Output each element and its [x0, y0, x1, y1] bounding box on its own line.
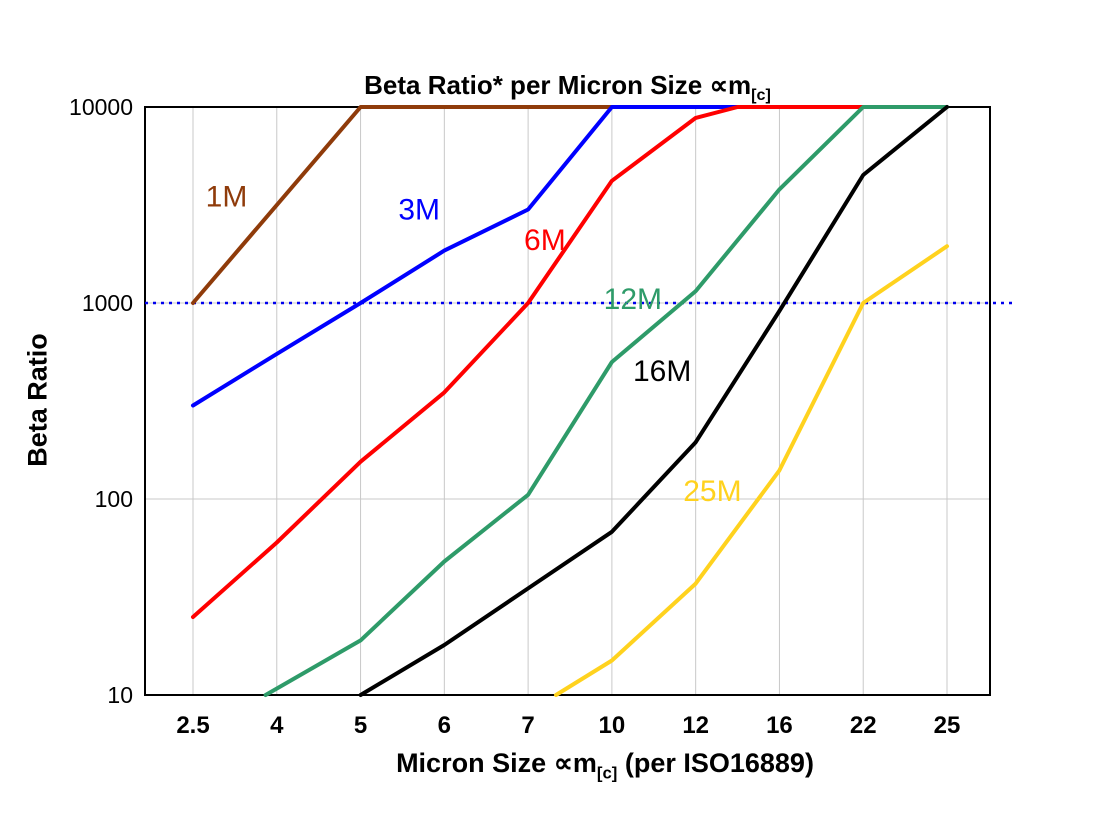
series-label-25M: 25M — [683, 475, 741, 508]
chart-title-subscript: [c] — [751, 86, 771, 105]
x-tick-label: 22 — [850, 712, 877, 739]
x-axis-label-prefix: Micron Size — [396, 748, 554, 778]
series-label-6M: 6M — [524, 224, 566, 257]
chart-title-symbol: ∝m — [709, 70, 752, 100]
series-line-16M — [358, 105, 949, 697]
x-axis-label-suffix: (per ISO16889) — [617, 748, 814, 778]
series-label-1M: 1M — [206, 180, 248, 213]
chart-title-main: Beta Ratio* per Micron Size — [364, 70, 710, 100]
x-tick-label: 10 — [599, 712, 626, 739]
x-tick-label: 4 — [270, 712, 284, 739]
y-tick-label: 100 — [95, 486, 133, 512]
series-line-3M — [191, 105, 740, 408]
x-tick-label: 7 — [521, 712, 534, 739]
series-label-16M: 16M — [633, 355, 691, 388]
y-tick-label: 10 — [107, 682, 133, 708]
x-axis-label-symbol: ∝m — [553, 748, 597, 778]
y-tick-label: 1000 — [82, 290, 133, 316]
series-label-3M: 3M — [398, 193, 440, 226]
y-tick-label: 10000 — [69, 94, 133, 120]
x-tick-label: 6 — [438, 712, 451, 739]
series-line-25M — [554, 244, 949, 697]
series-line-6M — [191, 105, 866, 619]
x-tick-label: 25 — [934, 712, 961, 739]
series-line-12M — [263, 105, 949, 697]
chart-title: Beta Ratio* per Micron Size ∝m[c] — [145, 70, 990, 105]
x-tick-label: 16 — [766, 712, 793, 739]
x-axis-label-subscript: [c] — [596, 763, 618, 783]
x-tick-label: 5 — [354, 712, 367, 739]
x-tick-label: 12 — [682, 712, 709, 739]
series-label-12M: 12M — [604, 283, 662, 316]
x-axis-label: Micron Size ∝m[c] (per ISO16889) — [180, 748, 1030, 783]
y-axis-label: Beta Ratio — [22, 333, 53, 467]
x-tick-label: 2.5 — [176, 712, 209, 739]
series-line-1M — [191, 105, 614, 305]
